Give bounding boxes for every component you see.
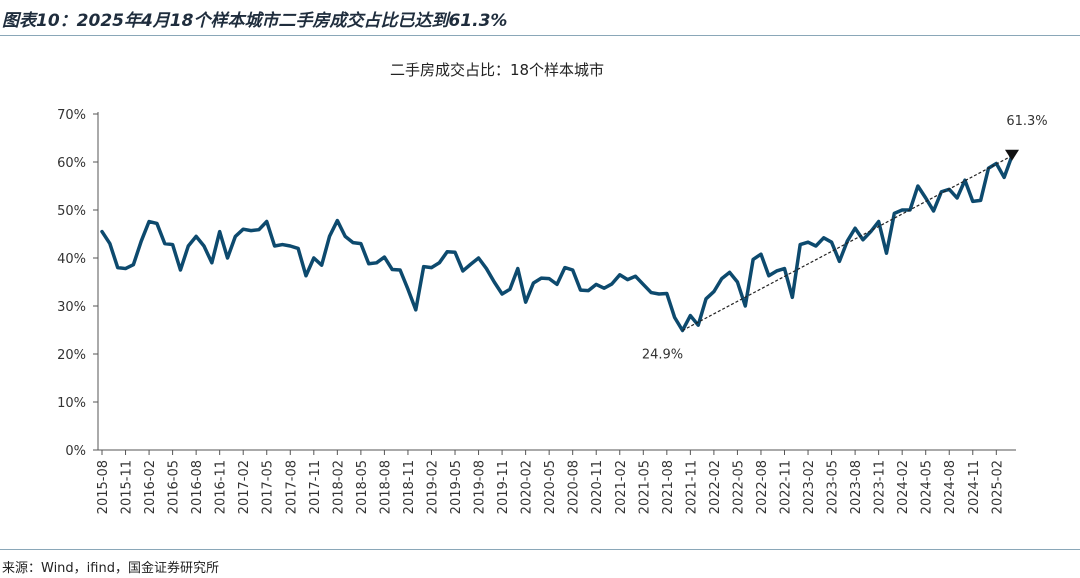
series-group [100, 154, 1014, 333]
x-tick-label: 2016-02 [143, 460, 158, 514]
x-tick-label: 2023-02 [802, 460, 817, 514]
x-tick-label: 2020-11 [590, 460, 605, 514]
x-tick-label: 2025-02 [990, 460, 1005, 514]
x-tick-label: 2024-02 [896, 460, 911, 514]
top-rule [0, 35, 1080, 36]
source-note: 来源：Wind，ifind，国金证券研究所 [2, 561, 219, 576]
x-tick-label: 2017-08 [284, 460, 299, 514]
trend-arrow-marker [1005, 149, 1019, 161]
y-tick-label: 70% [57, 108, 86, 123]
x-tick-label: 2022-02 [708, 460, 723, 514]
x-tick-label: 2021-08 [661, 460, 676, 514]
series-line [100, 154, 1014, 333]
y-tick-label: 50% [57, 204, 86, 219]
x-tick-label: 2024-11 [967, 460, 982, 514]
x-tick-label: 2018-05 [355, 460, 370, 514]
chart: 二手房成交占比：18个样本城市 0%10%20%30%40%50%60%70% … [57, 61, 1048, 514]
x-axis: 2015-08 2015-11 2016-02 2016-05 2016-08 2016-… [96, 449, 1016, 514]
trend-line [682, 155, 1013, 332]
x-tick-label: 2019-02 [425, 460, 440, 514]
x-tick-label: 2024-08 [943, 460, 958, 514]
bottom-rule [0, 549, 1080, 550]
annotation-high-label: 61.3% [1006, 114, 1047, 129]
x-tick-label: 2020-05 [543, 460, 558, 514]
x-tick-label: 2016-08 [190, 460, 205, 514]
x-tick-label: 2021-11 [684, 460, 699, 514]
x-tick-label: 2017-02 [237, 460, 252, 514]
x-tick-label: 2018-08 [378, 460, 393, 514]
y-tick-label: 60% [57, 156, 86, 171]
x-tick-label: 2019-08 [473, 460, 488, 514]
x-tick-label: 2023-08 [849, 460, 864, 514]
x-tick-label: 2017-11 [308, 460, 323, 514]
figure-title: 图表10：2025年4月18个样本城市二手房成交占比已达到61.3% [2, 11, 508, 31]
y-tick-label: 40% [57, 252, 86, 267]
x-tick-label: 2018-11 [402, 460, 417, 514]
x-tick-label: 2019-05 [449, 460, 464, 514]
x-tick-label: 2018-02 [331, 460, 346, 514]
x-tick-label: 2019-11 [496, 460, 511, 514]
x-tick-label: 2021-05 [637, 460, 652, 514]
y-tick-label: 30% [57, 300, 86, 315]
x-tick-label: 2015-08 [96, 460, 111, 514]
x-tick-label: 2023-11 [873, 460, 888, 514]
x-tick-label: 2020-02 [520, 460, 535, 514]
x-tick-label: 2020-08 [567, 460, 582, 514]
x-tick-label: 2024-05 [920, 460, 935, 514]
y-tick-label: 0% [65, 444, 86, 459]
x-tick-label: 2022-11 [779, 460, 794, 514]
y-tick-label: 20% [57, 348, 86, 363]
x-tick-label: 2015-11 [120, 460, 135, 514]
x-tick-label: 2023-05 [826, 460, 841, 514]
x-tick-label: 2021-02 [614, 460, 629, 514]
y-tick-label: 10% [57, 396, 86, 411]
x-tick-label: 2016-05 [167, 460, 182, 514]
annotations: 24.9% 61.3% [642, 114, 1048, 363]
chart-title: 二手房成交占比：18个样本城市 [390, 61, 604, 79]
x-tick-label: 2017-05 [261, 460, 276, 514]
y-axis: 0% 10% 20% 30% 40% 50% 60% 70% [57, 108, 99, 459]
annotation-low-label: 24.9% [642, 347, 683, 362]
x-tick-label: 2022-08 [755, 460, 770, 514]
x-tick-label: 2022-05 [731, 460, 746, 514]
x-tick-label: 2016-11 [214, 460, 229, 514]
